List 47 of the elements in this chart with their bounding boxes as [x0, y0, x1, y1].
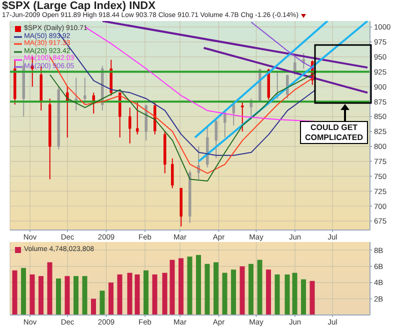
candlestick [118, 92, 122, 138]
bar [204, 264, 210, 315]
bar [91, 298, 96, 315]
bar [117, 274, 122, 315]
bar [187, 256, 192, 315]
bar [284, 274, 290, 315]
bar [214, 262, 218, 315]
bar [108, 282, 114, 315]
bar [222, 272, 228, 315]
bar [21, 268, 26, 315]
candlestick [197, 146, 200, 180]
candlestick [136, 101, 139, 135]
bar [292, 272, 298, 315]
candlestick [241, 101, 244, 132]
bar [196, 254, 201, 315]
candlestick [171, 158, 174, 189]
candlestick [84, 77, 86, 106]
bar [301, 279, 306, 315]
bar [162, 272, 168, 315]
bar [12, 270, 18, 315]
bar [134, 274, 140, 315]
candlestick [214, 119, 218, 159]
bar [152, 274, 158, 315]
bar [47, 262, 52, 315]
bar [274, 274, 280, 315]
bar [56, 278, 61, 315]
bar [100, 290, 105, 315]
candlestick [224, 111, 226, 138]
bar [240, 266, 245, 315]
bar [82, 276, 88, 315]
bar [38, 276, 44, 315]
candlestick [128, 107, 132, 144]
bar [64, 276, 70, 315]
bar [248, 264, 254, 315]
bar [144, 270, 148, 315]
annotation: COULD GET COMPLICATED [300, 121, 368, 144]
bar [30, 274, 35, 315]
bar [178, 258, 184, 315]
bar [127, 272, 132, 315]
chart-title: $SPX (Large Cap Index) INDX [2, 0, 156, 12]
bar [257, 260, 262, 315]
bar [170, 260, 175, 315]
bar [231, 270, 236, 315]
bar [310, 280, 315, 315]
bar [266, 270, 271, 315]
bar [74, 276, 78, 315]
candlestick [110, 59, 112, 96]
